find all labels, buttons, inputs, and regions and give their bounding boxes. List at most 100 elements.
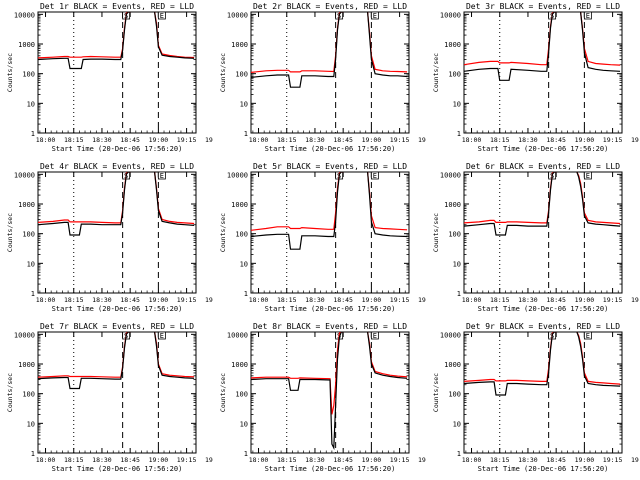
marker-flag-box (157, 171, 166, 180)
series-group (251, 332, 408, 451)
y-tick-label: 100 (22, 231, 35, 239)
y-tick-label: 1000 (444, 361, 461, 369)
series-tail-lld-line (576, 332, 621, 385)
series-tail-events-line (576, 172, 621, 227)
x-tick-label: 18:00 (462, 296, 482, 304)
series-tail-events-line (154, 172, 195, 226)
y-tick-label: 10000 (14, 11, 35, 19)
series-group (251, 12, 408, 88)
chart-title: Det 8r BLACK = Events, RED = LLD (253, 322, 407, 331)
x-tick-label: 18:45 (333, 136, 353, 144)
plot-frame (37, 171, 197, 294)
y-axis-label: Counts/sec (219, 53, 227, 92)
series-events-line (464, 12, 557, 81)
detector-panel-4: Det 4r BLACK = Events, RED = LLD 1 10 100 10… (6, 162, 213, 313)
series-events-line (38, 332, 131, 390)
y-tick-label: 10 (240, 260, 248, 268)
marker-flag-label: E (586, 172, 590, 180)
series-lld-line (464, 12, 557, 66)
x-tick-label: 19:00 (362, 296, 382, 304)
x-tick-label: 19:15 (177, 136, 197, 144)
x-tick-label: 18:15 (490, 136, 510, 144)
y-tick-label: 1000 (231, 361, 248, 369)
y-tick-label: 1 (244, 450, 248, 458)
series-lld-line (38, 172, 131, 224)
x-tick-label: 18:45 (546, 456, 566, 464)
plot-frame (463, 11, 623, 134)
detector-panel-3: Det 3r BLACK = Events, RED = LLD 1 10 100 10… (432, 2, 639, 153)
x-tick-label: 18:30 (92, 456, 112, 464)
x-tick-label: 18:45 (333, 456, 353, 464)
y-axis-label: Counts/sec (6, 213, 14, 252)
marker-flag-box (583, 11, 592, 20)
x-tick-label: 18:00 (36, 136, 56, 144)
series-tail-events-line (580, 12, 621, 72)
plot-frame (37, 11, 197, 134)
marker-flag-label: E (160, 172, 164, 180)
series-events-line (251, 172, 344, 250)
y-tick-label: 1 (31, 290, 35, 298)
y-tick-label: 10000 (440, 11, 461, 19)
x-tick-label: 18:15 (277, 456, 297, 464)
marker-flag-box (583, 331, 592, 340)
series-events-line (38, 172, 131, 236)
plot-frame (250, 11, 410, 134)
x-tick-label: 18:30 (305, 456, 325, 464)
y-tick-label: 1 (457, 290, 461, 298)
x-tick-label: 19:30 (631, 296, 639, 304)
x-tick-label: 18:15 (277, 136, 297, 144)
marker-flag-label: E (586, 12, 590, 20)
y-tick-label: 10 (27, 420, 35, 428)
y-tick-label: 100 (448, 391, 461, 399)
y-tick-label: 10000 (227, 11, 248, 19)
y-tick-label: 1 (457, 130, 461, 138)
x-tick-label: 19:00 (575, 136, 595, 144)
series-events-line (464, 332, 557, 396)
y-tick-label: 1000 (18, 41, 35, 49)
series-group (251, 172, 408, 250)
x-tick-label: 19:00 (362, 136, 382, 144)
detector-panel-1: Det 1r BLACK = Events, RED = LLD 1 10 100 10… (6, 2, 213, 153)
x-tick-label: 19:00 (149, 296, 169, 304)
y-tick-label: 1000 (444, 201, 461, 209)
x-tick-label: 18:15 (277, 296, 297, 304)
y-tick-label: 1000 (444, 41, 461, 49)
x-tick-label: 18:00 (249, 456, 269, 464)
y-tick-label: 10 (240, 420, 248, 428)
x-tick-label: 18:00 (36, 456, 56, 464)
x-tick-label: 19:30 (418, 136, 426, 144)
series-lld-line (251, 12, 344, 73)
x-tick-label: 18:45 (333, 296, 353, 304)
x-tick-label: 19:15 (177, 296, 197, 304)
x-tick-label: 19:30 (631, 456, 639, 464)
series-tail-events-line (154, 12, 195, 59)
x-tick-label: 18:00 (36, 296, 56, 304)
detector-panel-8: Det 8r BLACK = Events, RED = LLD 1 10 100 10… (219, 322, 426, 473)
x-tick-label: 19:15 (390, 296, 410, 304)
x-tick-label: 18:00 (462, 136, 482, 144)
series-group (38, 172, 195, 236)
x-tick-label: 19:30 (205, 296, 213, 304)
y-tick-label: 1 (457, 450, 461, 458)
y-tick-label: 10 (453, 260, 461, 268)
chart-title: Det 2r BLACK = Events, RED = LLD (253, 2, 407, 11)
x-tick-label: 19:30 (631, 136, 639, 144)
series-lld-line (38, 12, 131, 59)
marker-flag-label: E (373, 332, 377, 340)
x-axis-label: Start Time (20-Dec-06 17:56:20) (265, 305, 396, 313)
series-events-line (251, 332, 344, 451)
series-tail-lld-line (576, 172, 621, 225)
series-events-line (251, 12, 344, 88)
y-tick-label: 10000 (440, 331, 461, 339)
y-axis-label: Counts/sec (219, 213, 227, 252)
x-axis-label: Start Time (20-Dec-06 17:56:20) (52, 465, 183, 473)
chart-title: Det 6r BLACK = Events, RED = LLD (466, 162, 620, 171)
series-tail-events-line (367, 12, 408, 78)
x-axis-label: Start Time (20-Dec-06 17:56:20) (478, 305, 609, 313)
detector-panel-9: Det 9r BLACK = Events, RED = LLD 1 10 100 10… (432, 322, 639, 473)
series-tail-events-line (154, 332, 195, 379)
x-tick-label: 18:15 (490, 456, 510, 464)
y-tick-label: 10000 (227, 171, 248, 179)
y-tick-label: 1000 (231, 201, 248, 209)
